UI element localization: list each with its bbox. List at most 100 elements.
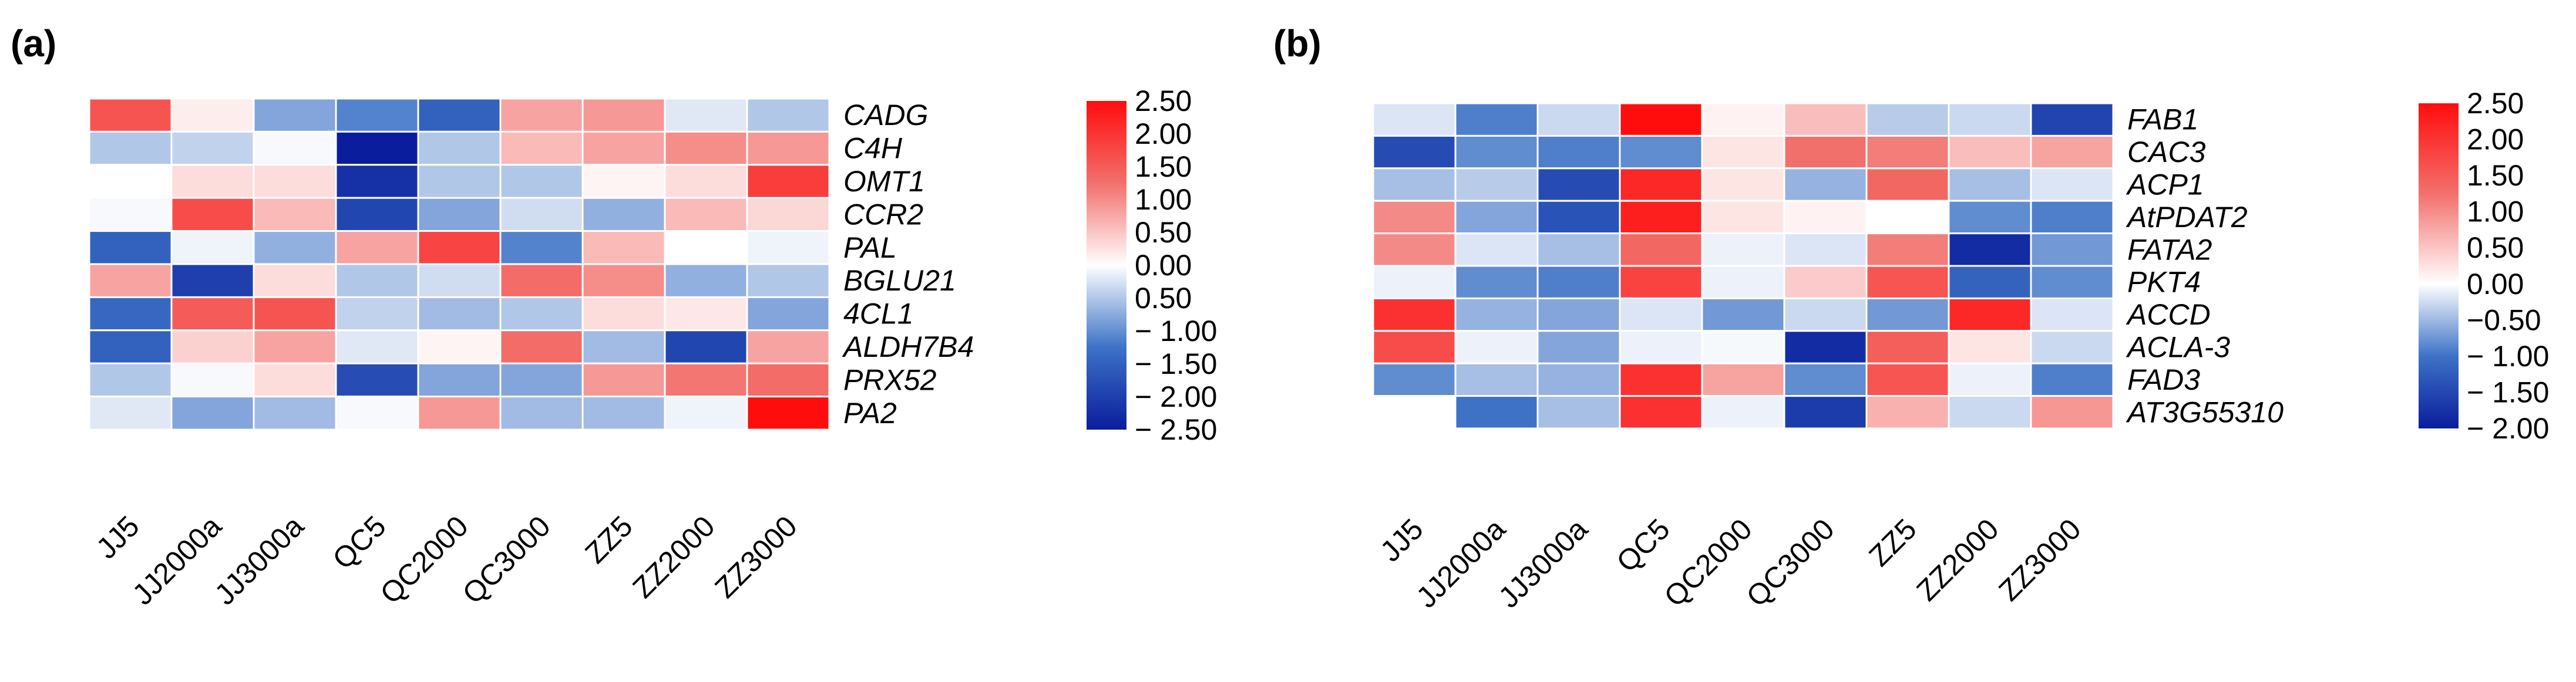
heatmap-a-cell [664, 329, 748, 364]
sample-label: QC2000 [1657, 512, 1758, 613]
colorbar-tick-label: − 2.50 [1135, 413, 1217, 446]
heatmap-b-cell [1454, 265, 1539, 299]
gene-label: CADG [843, 99, 928, 131]
sample-label: JJ3000a [208, 509, 310, 611]
heatmap-b-cell [2030, 330, 2114, 364]
heatmap-b-cell [1865, 200, 1950, 235]
heatmap-b-cell [1536, 167, 1621, 202]
sample-label: JJ2000a [126, 509, 228, 611]
heatmap-a-cell [499, 362, 584, 398]
heatmap-b-cell [1948, 330, 2032, 364]
heatmap-b-cell [1454, 232, 1539, 267]
sample-label: ZZ3000 [1992, 512, 2087, 607]
heatmap-b-cell [1454, 330, 1539, 364]
heatmap-a-cell [335, 362, 419, 398]
heatmap-a-cell [88, 296, 173, 332]
heatmap-a-cell [664, 130, 748, 166]
colorbar-tick-label: −0.50 [2467, 303, 2541, 336]
panel-a-label: (a) [11, 22, 56, 65]
heatmap-b-cell [1536, 395, 1621, 430]
colorbar-tick-label: 2.50 [1135, 85, 1192, 117]
heatmap-b-cell [1619, 265, 1703, 299]
heatmap-b-cell [1948, 362, 2032, 397]
heatmap-a-cell [335, 296, 419, 332]
heatmap-b-cell [2030, 134, 2114, 170]
sample-label: ZZ5 [579, 509, 638, 569]
heatmap-b-cell [1372, 297, 1457, 332]
heatmap-b-cell [1948, 232, 2032, 267]
colorbar-tick-label: − 1.50 [1135, 347, 1217, 380]
heatmap-b-cell [1619, 200, 1703, 235]
heatmap-b-cell [2030, 102, 2114, 137]
heatmap-a-cell [499, 130, 584, 166]
heatmap-b-cell [1454, 297, 1539, 332]
heatmap-a-cell [417, 164, 502, 199]
gene-label: C4H [843, 132, 903, 165]
heatmap-b-cell [1783, 297, 1868, 332]
heatmap-a-cell [417, 230, 502, 265]
heatmap-a-cell [664, 296, 748, 332]
heatmap-a-cell [253, 396, 337, 431]
heatmap-a-cell [88, 164, 173, 199]
heatmap-a-cell [746, 362, 830, 398]
heatmap-a-cell [170, 296, 255, 332]
heatmap-b-cell [2030, 362, 2114, 397]
heatmap-a-cell [499, 396, 584, 431]
heatmap-a-cell [417, 329, 502, 364]
gene-label: FAD3 [2127, 363, 2200, 396]
gene-label: OMT1 [843, 165, 925, 198]
heatmap-a-cell [253, 296, 337, 332]
heatmap-b-cell [1454, 395, 1539, 430]
heatmap-b-cell [1536, 297, 1621, 332]
gene-label: CCR2 [843, 198, 923, 231]
gene-label: PKT4 [2127, 266, 2201, 299]
heatmap-a-cell [170, 130, 255, 166]
heatmap-b-cell [1865, 134, 1950, 170]
sample-label: JJ2000a [1410, 512, 1512, 614]
heatmap-b-cell [1619, 167, 1703, 202]
gene-label: FAB1 [2127, 103, 2198, 136]
colorbar-tick-label: − 1.00 [2467, 340, 2549, 373]
gene-label: BGLU21 [843, 264, 956, 297]
heatmap-a-cell [417, 130, 502, 166]
heatmap-b-cell [1865, 232, 1950, 267]
heatmap-b-cell [1865, 167, 1950, 202]
sample-label: JJ5 [1374, 512, 1430, 568]
sample-label: ZZ3000 [708, 509, 803, 604]
heatmap-a-cell [499, 164, 584, 199]
heatmap-a-cell [253, 230, 337, 265]
heatmap-b-cell [1372, 200, 1457, 235]
heatmap-b-cell [1372, 330, 1457, 364]
heatmap-a-cell [746, 164, 830, 199]
heatmap-b-cell [1536, 102, 1621, 137]
heatmap-a-cell [664, 97, 748, 133]
heatmap-a-cell [253, 97, 337, 133]
heatmap-b-cell [1701, 297, 1785, 332]
heatmap-b-cell [1783, 167, 1868, 202]
heatmap-b-cell [1948, 265, 2032, 299]
heatmap-b-cell [2030, 200, 2114, 235]
heatmap-a-cell [417, 296, 502, 332]
colorbar-tick-label: 1.50 [1135, 150, 1192, 183]
gene-label: ACLA-3 [2126, 331, 2230, 364]
heatmap-a-cell [664, 263, 748, 298]
heatmap-b-cell [1536, 232, 1621, 267]
heatmap-a-cell [499, 296, 584, 332]
sample-label: ZZ2000 [1910, 512, 2005, 607]
colorbar-tick-label: 0.50 [1135, 282, 1192, 315]
gene-label: AtPDAT2 [2126, 201, 2248, 234]
heatmap-a-cell [746, 230, 830, 265]
heatmap-a-cell [746, 197, 830, 232]
colorbar-tick-label: − 1.50 [2467, 376, 2549, 408]
heatmap-a-cell [88, 362, 173, 398]
heatmap-a-cell [170, 197, 255, 232]
colorbar-tick-label: 1.00 [2467, 195, 2524, 228]
heatmap-a-cell [335, 329, 419, 364]
heatmap-a-cell [253, 130, 337, 166]
heatmap-b-cell [1536, 265, 1621, 299]
heatmap-b-cell [1783, 330, 1868, 364]
colorbar-b: 2.502.001.501.000.50 0.00−0.50 − 1.00− 1.5… [2419, 87, 2549, 445]
heatmap-b-cell [1783, 102, 1868, 137]
heatmap-b-cell [1454, 167, 1539, 202]
